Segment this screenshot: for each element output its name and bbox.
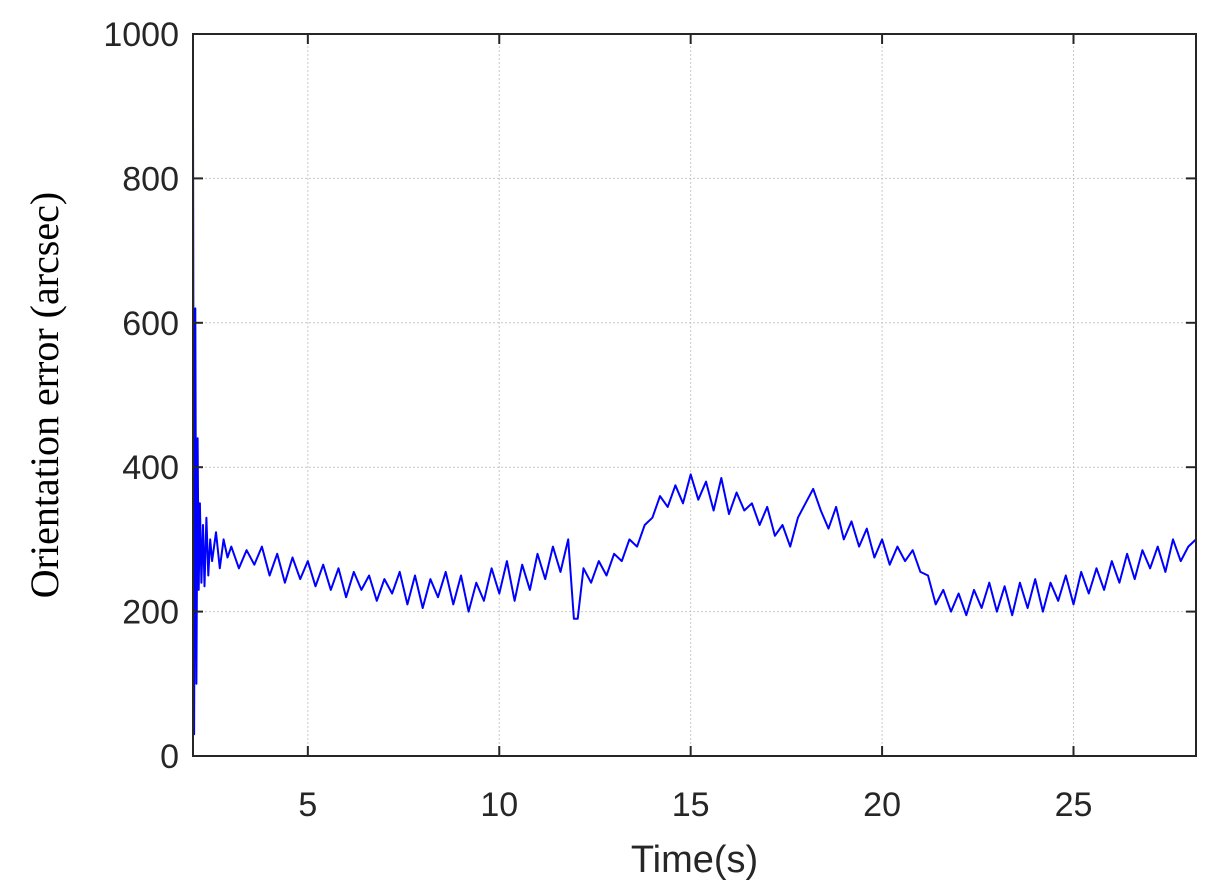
series-line: [192, 106, 1197, 736]
grid-lines: [193, 34, 1196, 756]
x-tick-label: 10: [480, 786, 518, 824]
series-layer: [192, 106, 1197, 736]
y-tick-label: 400: [122, 449, 179, 487]
tick-marks: [193, 33, 1196, 757]
y-tick-label: 200: [122, 594, 179, 632]
y-tick-label: 600: [122, 305, 179, 343]
y-tick-label: 0: [160, 738, 179, 776]
y-tick-label: 1000: [103, 16, 179, 54]
y-tick-labels: 0 200 400 600 800 1000: [103, 16, 179, 776]
x-tick-label: 20: [863, 786, 901, 824]
x-tick-label: 25: [1055, 786, 1093, 824]
x-tick-label: 15: [672, 786, 710, 824]
y-tick-label: 800: [122, 160, 179, 198]
x-tick-labels: 5 10 15 20 25: [298, 786, 1092, 824]
x-axis-label: Time(s): [631, 839, 758, 881]
y-axis-label: Orientation error (arcsec): [22, 192, 67, 598]
plot-area-frame: [192, 33, 1197, 757]
x-tick-label: 5: [298, 786, 317, 824]
